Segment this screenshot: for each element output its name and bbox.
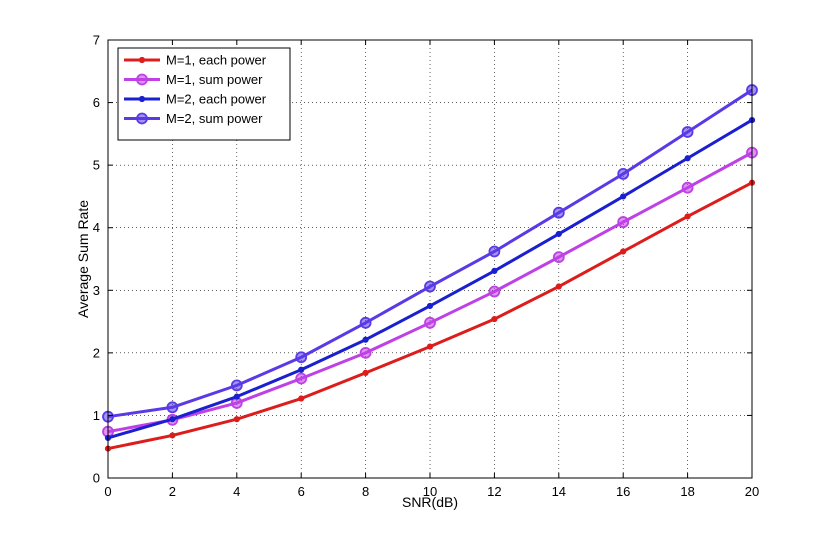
x-tick-label: 8 bbox=[362, 484, 369, 499]
legend-box bbox=[117, 47, 291, 141]
x-tick-label: 16 bbox=[616, 484, 630, 499]
y-tick-label: 6 bbox=[93, 95, 100, 110]
series-group bbox=[102, 84, 758, 452]
x-tick-label: 14 bbox=[552, 484, 566, 499]
data-point bbox=[359, 316, 372, 329]
data-point bbox=[298, 395, 305, 402]
data-point bbox=[684, 155, 691, 162]
y-tick-label: 1 bbox=[93, 408, 100, 423]
legend-swatch-marker bbox=[138, 95, 146, 103]
y-tick-label: 2 bbox=[93, 345, 100, 360]
y-axis-label: Average Sum Rate bbox=[75, 200, 91, 318]
data-point bbox=[230, 379, 243, 392]
data-point bbox=[233, 393, 240, 400]
data-point bbox=[555, 230, 562, 238]
data-point bbox=[233, 416, 240, 423]
data-point bbox=[426, 343, 434, 350]
data-point bbox=[681, 126, 694, 138]
legend: M=1, each power M=1, sum power M=2, each p… bbox=[117, 47, 291, 141]
data-point bbox=[681, 181, 694, 194]
legend-item: M=1, sum power bbox=[124, 72, 263, 87]
x-tick-label: 10 bbox=[423, 484, 437, 499]
y-tick-label: 3 bbox=[93, 283, 100, 298]
x-tick-label: 2 bbox=[169, 484, 176, 499]
data-point bbox=[552, 251, 565, 264]
series-1 bbox=[104, 179, 756, 452]
data-point bbox=[169, 432, 176, 439]
data-point bbox=[491, 315, 498, 323]
data-point bbox=[488, 285, 501, 298]
data-point bbox=[620, 248, 627, 255]
data-point bbox=[362, 369, 369, 376]
data-point bbox=[684, 213, 691, 220]
y-tick-label: 7 bbox=[93, 33, 100, 48]
data-point bbox=[491, 267, 498, 274]
data-point bbox=[295, 372, 308, 385]
data-point bbox=[169, 416, 176, 423]
data-point bbox=[555, 283, 562, 290]
series-4 bbox=[102, 84, 758, 423]
legend-item: M=1, each power bbox=[124, 53, 267, 68]
x-tick-label: 12 bbox=[487, 484, 501, 499]
legend-label: M=1, sum power bbox=[166, 72, 263, 87]
x-tick-label: 18 bbox=[680, 484, 694, 499]
data-point bbox=[424, 316, 436, 329]
data-point bbox=[295, 351, 308, 364]
legend-label: M=1, each power bbox=[166, 53, 267, 68]
x-axis-label: SNR(dB) bbox=[402, 494, 458, 510]
legend-swatch-marker bbox=[138, 56, 146, 64]
y-tick-label: 5 bbox=[93, 158, 100, 173]
legend-label: M=2, each power bbox=[166, 92, 267, 107]
data-point bbox=[488, 245, 501, 258]
legend-swatch-marker bbox=[136, 73, 148, 86]
data-point bbox=[617, 216, 630, 228]
x-tick-label: 0 bbox=[104, 484, 111, 499]
grid bbox=[108, 40, 752, 478]
data-point bbox=[617, 168, 630, 180]
data-point bbox=[424, 280, 436, 293]
legend-item: M=2, each power bbox=[124, 92, 267, 107]
x-tick-label: 20 bbox=[745, 484, 759, 499]
legend-swatch-marker bbox=[136, 112, 148, 125]
data-point bbox=[298, 366, 305, 373]
data-point bbox=[362, 336, 369, 343]
data-point bbox=[166, 401, 179, 414]
data-point bbox=[359, 346, 372, 359]
data-point bbox=[426, 302, 434, 310]
legend-label: M=2, sum power bbox=[166, 111, 263, 126]
x-tick-label: 4 bbox=[233, 484, 240, 499]
x-tick-label: 6 bbox=[298, 484, 305, 499]
y-tick-label: 0 bbox=[93, 471, 100, 486]
legend-item: M=2, sum power bbox=[124, 111, 263, 126]
data-point bbox=[620, 193, 627, 200]
y-tick-label: 4 bbox=[93, 220, 100, 235]
series-3 bbox=[104, 116, 756, 442]
data-point bbox=[552, 206, 565, 219]
